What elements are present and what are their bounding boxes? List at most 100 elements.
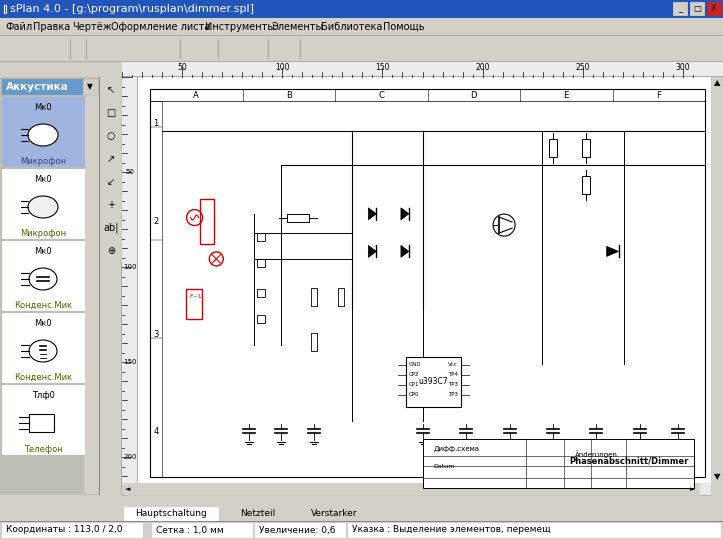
Text: Файл: Файл bbox=[5, 22, 32, 32]
Text: Тлф0: Тлф0 bbox=[32, 390, 54, 399]
Text: Verstarker: Verstarker bbox=[311, 509, 358, 519]
Text: B: B bbox=[286, 91, 291, 100]
Bar bbox=[549, 139, 557, 157]
Text: ▲: ▲ bbox=[714, 79, 720, 87]
Text: Правка: Правка bbox=[33, 22, 70, 32]
Text: 300: 300 bbox=[675, 64, 690, 73]
Bar bbox=[288, 39, 304, 58]
Bar bbox=[0, 77, 100, 495]
Text: A: A bbox=[193, 91, 199, 100]
Bar bbox=[0, 36, 723, 62]
Text: _: _ bbox=[678, 4, 682, 13]
Bar bbox=[0, 62, 122, 77]
Bar bbox=[257, 259, 265, 267]
Bar bbox=[204, 39, 220, 58]
Text: ▼: ▼ bbox=[87, 82, 93, 91]
Text: ○: ○ bbox=[107, 131, 115, 141]
Bar bbox=[101, 218, 121, 238]
Bar bbox=[150, 101, 162, 477]
Bar bbox=[92, 39, 108, 58]
Text: Netzteil: Netzteil bbox=[240, 509, 275, 519]
Bar bbox=[83, 79, 97, 94]
Bar bbox=[187, 289, 202, 319]
Bar bbox=[122, 77, 138, 495]
Text: CP0: CP0 bbox=[409, 392, 419, 397]
Bar bbox=[100, 77, 122, 495]
Bar bbox=[311, 287, 317, 306]
Text: □: □ bbox=[106, 108, 116, 118]
Bar bbox=[22, 39, 38, 58]
Bar bbox=[101, 80, 121, 100]
Text: Мк0: Мк0 bbox=[34, 246, 52, 255]
Text: Änderungen: Änderungen bbox=[575, 450, 617, 458]
Text: 4: 4 bbox=[153, 427, 158, 437]
Text: Указка : Выделение элементов, перемещ: Указка : Выделение элементов, перемещ bbox=[352, 526, 551, 535]
Bar bbox=[108, 39, 124, 58]
Bar bbox=[338, 287, 344, 306]
Text: 50: 50 bbox=[126, 169, 134, 175]
Bar bbox=[84, 95, 98, 493]
Text: +: + bbox=[107, 200, 115, 210]
Bar bbox=[406, 357, 461, 407]
Bar bbox=[0, 0, 723, 18]
Text: ab|: ab| bbox=[103, 223, 119, 233]
Bar bbox=[222, 39, 238, 58]
Text: u393C7: u393C7 bbox=[419, 377, 448, 386]
Bar bbox=[137, 77, 138, 495]
Bar bbox=[257, 233, 265, 240]
Bar bbox=[188, 39, 204, 58]
Bar bbox=[272, 39, 288, 58]
Text: D: D bbox=[471, 91, 477, 100]
Bar bbox=[2, 79, 96, 94]
Text: Координаты : 113,0 / 2,0: Координаты : 113,0 / 2,0 bbox=[6, 526, 122, 535]
Bar bbox=[311, 333, 317, 351]
Bar bbox=[200, 199, 214, 244]
Text: Чертёж: Чертёж bbox=[72, 22, 111, 32]
Polygon shape bbox=[401, 245, 409, 258]
Text: Телефон: Телефон bbox=[24, 445, 62, 453]
Bar bbox=[2, 313, 84, 382]
Bar bbox=[76, 39, 92, 58]
Bar bbox=[321, 39, 337, 58]
Bar bbox=[152, 523, 252, 537]
Bar bbox=[138, 77, 711, 483]
Polygon shape bbox=[607, 246, 619, 257]
Text: Phasenabschnitt/Dimmer: Phasenabschnitt/Dimmer bbox=[569, 457, 689, 466]
Bar bbox=[101, 195, 121, 215]
Text: F~1: F~1 bbox=[189, 294, 202, 300]
Bar bbox=[255, 523, 345, 537]
Bar bbox=[707, 2, 721, 15]
Text: Мк0: Мк0 bbox=[34, 102, 52, 112]
Bar bbox=[121, 77, 122, 495]
Text: C: C bbox=[378, 91, 384, 100]
Bar bbox=[2, 97, 84, 166]
Bar bbox=[0, 62, 723, 77]
Text: 3: 3 bbox=[153, 330, 158, 338]
Bar bbox=[2, 241, 84, 310]
Ellipse shape bbox=[28, 124, 58, 146]
Bar bbox=[29, 414, 54, 432]
Bar bbox=[423, 439, 694, 488]
Text: X: X bbox=[711, 4, 717, 13]
Bar bbox=[101, 172, 121, 192]
Text: Datum: Datum bbox=[434, 464, 455, 469]
Bar bbox=[220, 507, 295, 521]
Text: 200: 200 bbox=[475, 64, 490, 73]
Text: 150: 150 bbox=[124, 359, 137, 365]
Text: F: F bbox=[656, 91, 662, 100]
Text: Конденс.Мик: Конденс.Мик bbox=[14, 372, 72, 382]
Bar bbox=[2, 385, 84, 454]
Text: Конденс.Мик: Конденс.Мик bbox=[14, 301, 72, 309]
Text: ▼: ▼ bbox=[714, 473, 720, 481]
Text: CP2: CP2 bbox=[409, 372, 419, 377]
Text: Увеличение: 0,6: Увеличение: 0,6 bbox=[259, 526, 335, 535]
Text: Дифф.схема: Дифф.схема bbox=[434, 446, 479, 452]
Bar bbox=[124, 39, 140, 58]
Bar bbox=[0, 18, 723, 36]
Text: Vcc: Vcc bbox=[448, 362, 458, 367]
Bar bbox=[257, 315, 265, 323]
Text: ◄: ◄ bbox=[125, 486, 131, 492]
Bar bbox=[99, 77, 100, 495]
Bar bbox=[0, 76, 723, 77]
Polygon shape bbox=[368, 245, 377, 258]
